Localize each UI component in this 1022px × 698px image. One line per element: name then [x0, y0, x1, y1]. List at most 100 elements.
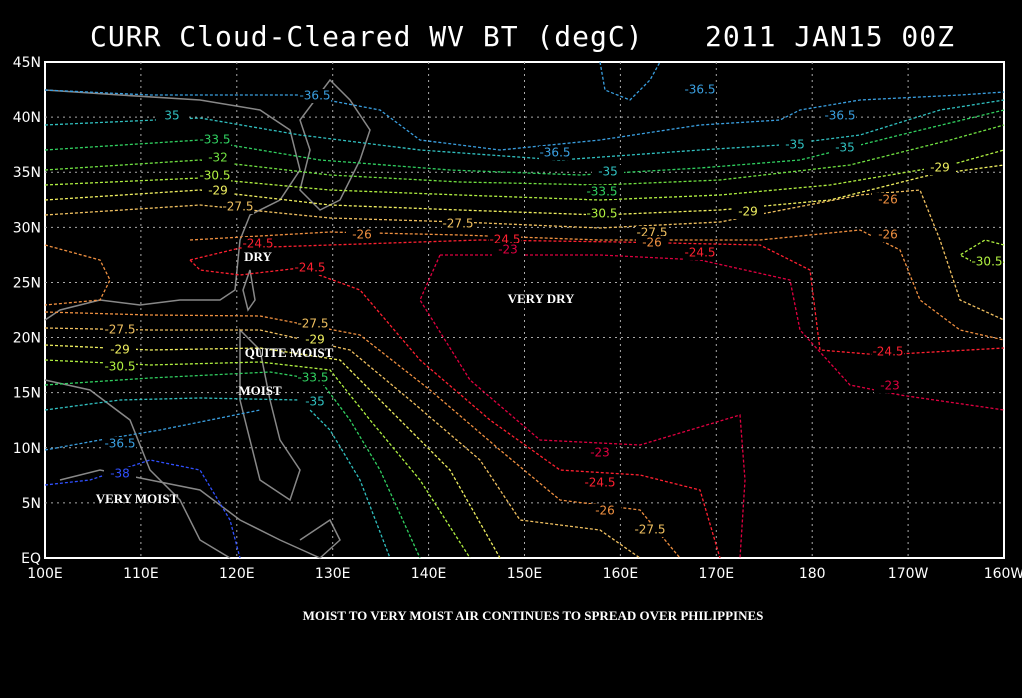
contour-label: -30.5 [971, 255, 1002, 269]
region-annotation: DRY [244, 249, 272, 264]
contour-label-bg [346, 228, 378, 242]
lat-label: 20N [13, 331, 41, 347]
contour-label-bg [199, 169, 231, 183]
contour-label-bg [586, 207, 618, 221]
contour-line [44, 344, 501, 559]
contour-label-bg [924, 161, 956, 175]
contour-label-bg [636, 236, 668, 250]
contour-line [44, 327, 641, 559]
contour-label: -24.5 [684, 246, 715, 260]
contour-label-bg [299, 333, 331, 347]
contour-line [44, 359, 471, 559]
lon-label: 160W [984, 566, 1022, 582]
lon-label: 130E [315, 566, 351, 582]
contour-label-bg [971, 255, 1003, 269]
contour-label: -24.5 [584, 476, 615, 490]
contour-line [440, 254, 1005, 411]
contour-label: -26 [878, 228, 898, 242]
contour-label: -29 [110, 343, 130, 357]
lat-label: 35N [13, 165, 41, 181]
contour-label-bg [874, 379, 906, 393]
contour-label: -33.5 [199, 133, 230, 147]
contour-label-bg [872, 228, 904, 242]
lon-label: 170E [699, 566, 735, 582]
lon-label: 110E [123, 566, 159, 582]
contour-label: -36.5 [104, 437, 135, 451]
region-annotation: MOIST [238, 383, 282, 398]
contour-label: -30.5 [586, 207, 617, 221]
contour-label-bg [684, 83, 716, 97]
contour-label-bg [684, 246, 716, 260]
contour-label: -35 [835, 141, 855, 155]
contour-label: -35 [305, 395, 325, 409]
contour-label-bg [242, 237, 274, 251]
lon-label: 150E [507, 566, 543, 582]
lat-label: 25N [13, 275, 41, 291]
contour-label: 35 [164, 109, 179, 123]
contour-label-bg [872, 193, 904, 207]
contour-line [44, 459, 241, 559]
lat-label: 30N [13, 220, 41, 236]
contour-label-bg [872, 345, 904, 359]
lat-label: 5N [22, 496, 41, 512]
contour-label: -23 [498, 243, 518, 257]
contour-line [189, 239, 1005, 356]
contour-label-bg [297, 317, 329, 331]
contour-label: -36.5 [824, 109, 855, 123]
contour-line [189, 229, 1005, 341]
contour-label-bg [592, 165, 624, 179]
title-left: CURR Cloud-Cleared WV BT (degC) [90, 20, 644, 53]
contour-label: -24.5 [242, 237, 273, 251]
contour-label-bg [539, 146, 571, 160]
contour-line [44, 311, 681, 559]
contour-label: -27.5 [442, 217, 473, 231]
contour-label-bg [156, 109, 188, 123]
contour-label: -29 [738, 205, 758, 219]
contour-line [44, 189, 1005, 321]
contour-label: -23 [880, 379, 900, 393]
contour-label-bg [829, 141, 861, 155]
caption: MOIST TO VERY MOIST AIR CONTINUES TO SPR… [303, 608, 764, 623]
region-annotation: QUITE MOIST [245, 345, 334, 360]
contour-line [419, 254, 746, 559]
contour-label-bg [586, 185, 618, 199]
contour-line [189, 259, 721, 559]
contour-label: -33.5 [297, 371, 328, 385]
contour-line [44, 109, 1005, 176]
contour-label: -33.5 [586, 185, 617, 199]
lon-label: 170W [888, 566, 929, 582]
contour-label: -29 [930, 161, 950, 175]
contour-label-bg [222, 200, 254, 214]
contour-label-bg [297, 371, 329, 385]
contour-label: -35 [785, 138, 805, 152]
title-right: 2011 JAN15 00Z [705, 20, 955, 53]
lat-label: 45N [13, 55, 41, 71]
contour-label: -24.5 [294, 261, 325, 275]
contour-label: -26 [352, 228, 372, 242]
contour-label: -27.5 [104, 323, 135, 337]
contour-label-bg [634, 523, 666, 537]
contours: -36.5 -36.5 -36.5 -36.5 35 -35 -35 -33.5 -32 -30.… [44, 61, 1005, 559]
contour-line [599, 61, 661, 101]
contour-label-bg [824, 109, 856, 123]
contour-label: -30.5 [104, 360, 135, 374]
contour-label-bg [104, 467, 136, 481]
contour-label: -23 [590, 446, 610, 460]
contour-label: -26 [642, 236, 662, 250]
contour-label-bg [202, 151, 234, 165]
contour-label: -36.5 [539, 146, 570, 160]
lon-label: 100E [27, 566, 63, 582]
region-annotation: VERY DRY [508, 291, 575, 306]
contour-label: -38 [110, 467, 130, 481]
lat-label: 15N [13, 386, 41, 402]
contour-label-bg [104, 360, 136, 374]
lat-label: EQ [21, 551, 41, 567]
contour-label-bg [779, 138, 811, 152]
contour-label-bg [299, 395, 331, 409]
contour-label-bg [732, 205, 764, 219]
contour-line [44, 99, 1005, 161]
contour-label-bg [104, 437, 136, 451]
lon-label: 140E [411, 566, 447, 582]
contour-line [44, 244, 111, 306]
